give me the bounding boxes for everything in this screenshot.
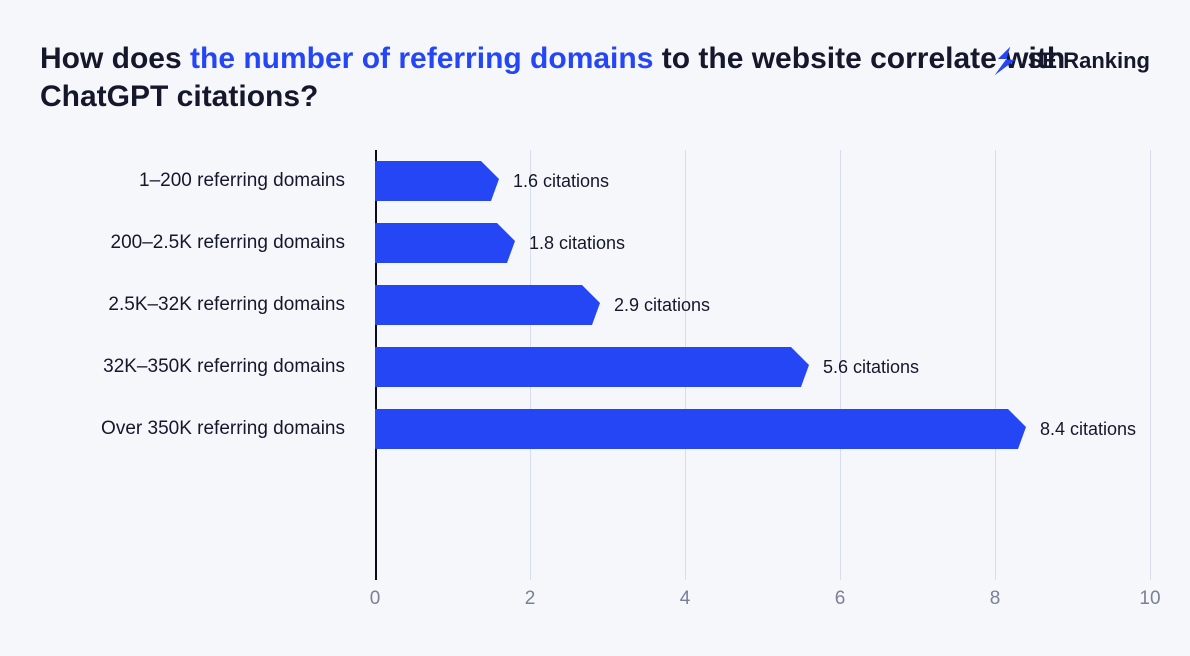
bar-value-1: 1.6 citations [499,161,609,201]
bar-5[interactable] [375,409,1026,449]
chart-row-1: 1–200 referring domains 1.6 citations [375,150,1150,212]
chart-row-2: 200–2.5K referring domains 1.8 citations [375,212,1150,274]
se-ranking-logo-icon [992,46,1018,76]
brand-name: SE Ranking [1028,48,1150,74]
bar-4[interactable] [375,347,809,387]
category-label-3: 2.5K–32K referring domains [45,274,345,336]
gridline-10 [1150,150,1151,580]
bar-3[interactable] [375,285,600,325]
brand-logo: SE Ranking [992,46,1150,76]
bar-value-2: 1.8 citations [515,223,625,263]
x-tick-6: 6 [835,588,846,610]
plot-region: 1–200 referring domains 1.6 citations 20… [375,150,1150,580]
chart-title: How does the number of referring domains… [40,40,1150,117]
category-label-4: 32K–350K referring domains [45,336,345,398]
bar-value-4: 5.6 citations [809,347,919,387]
x-tick-10: 10 [1139,588,1160,610]
header: How does the number of referring domains… [40,40,1150,117]
x-axis-labels: 0 2 4 6 8 10 [375,582,1150,622]
x-tick-4: 4 [680,588,691,610]
chart-row-4: 32K–350K referring domains 5.6 citations [375,336,1150,398]
category-label-5: Over 350K referring domains [45,398,345,460]
bar-2[interactable] [375,223,515,263]
chart-row-5: Over 350K referring domains 8.4 citation… [375,398,1150,460]
x-tick-8: 8 [990,588,1001,610]
chart-page: How does the number of referring domains… [0,0,1190,656]
x-tick-2: 2 [525,588,536,610]
bar-value-5: 8.4 citations [1026,409,1136,449]
x-tick-0: 0 [370,588,381,610]
chart-row-3: 2.5K–32K referring domains 2.9 citations [375,274,1150,336]
bar-1[interactable] [375,161,499,201]
category-label-2: 200–2.5K referring domains [45,212,345,274]
category-label-1: 1–200 referring domains [45,150,345,212]
bar-value-3: 2.9 citations [600,285,710,325]
bar-chart: 1–200 referring domains 1.6 citations 20… [40,150,1150,610]
